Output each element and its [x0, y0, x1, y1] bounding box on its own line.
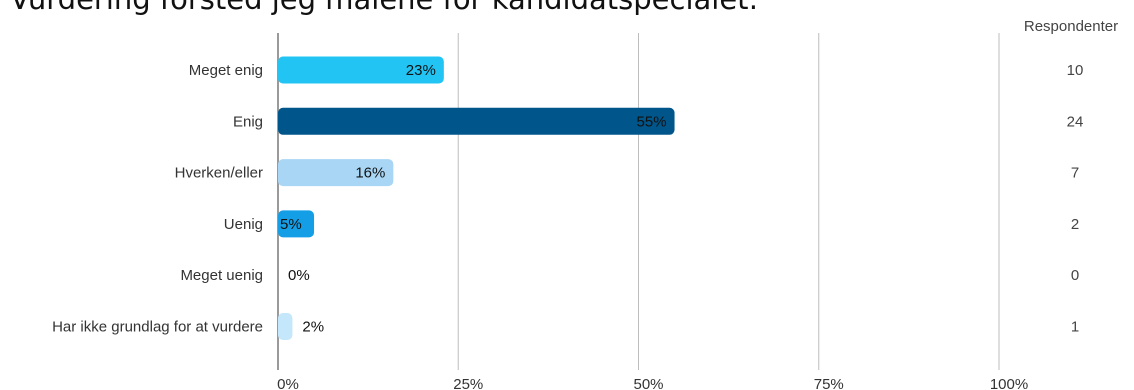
- respondent-count: 24: [1067, 113, 1084, 130]
- bar: [278, 56, 444, 84]
- category-label: Har ikke grundlag for at vurdere: [52, 319, 263, 336]
- bar-value-label: 0%: [288, 267, 310, 284]
- respondent-count: 0: [1071, 267, 1079, 284]
- respondent-column: Respondenter 10 24 7 2 0 1: [1024, 18, 1118, 336]
- gridlines: [277, 33, 1000, 370]
- bar-value-label: 55%: [637, 113, 667, 130]
- x-tick-label: 100%: [990, 376, 1028, 390]
- x-tick-label: 0%: [277, 376, 299, 390]
- bar: [278, 107, 675, 135]
- category-labels: Meget enig Enig Hverken/eller Uenig Meget ue…: [52, 62, 263, 336]
- bar-value-label: 2%: [302, 319, 324, 336]
- category-label: Uenig: [224, 216, 263, 233]
- respondent-count: 2: [1071, 216, 1079, 233]
- x-tick-label: 25%: [453, 376, 483, 390]
- x-axis-ticks: 0% 25% 50% 75% 100%: [277, 376, 1028, 390]
- category-label: Meget enig: [189, 62, 263, 79]
- respondent-count: 1: [1071, 319, 1079, 336]
- bar: [278, 210, 315, 238]
- respondents-header: Respondenter: [1024, 18, 1118, 35]
- bar: [278, 313, 293, 340]
- respondent-count: 7: [1071, 165, 1079, 182]
- bar-value-label: 23%: [406, 62, 436, 79]
- bars: 23% 55% 16% 5% 0% 2%: [278, 56, 675, 340]
- category-label: Meget uenig: [180, 267, 263, 284]
- x-tick-label: 50%: [633, 376, 663, 390]
- category-label: Hverken/eller: [175, 165, 263, 182]
- respondent-count: 10: [1067, 62, 1084, 79]
- bar: [278, 159, 394, 187]
- x-tick-label: 75%: [814, 376, 844, 390]
- category-label: Enig: [233, 113, 263, 130]
- bar-value-label: 5%: [280, 216, 302, 233]
- chart-title: Vurdering forsted jeg målene for kandida…: [10, 0, 758, 16]
- bar-value-label: 16%: [355, 165, 385, 182]
